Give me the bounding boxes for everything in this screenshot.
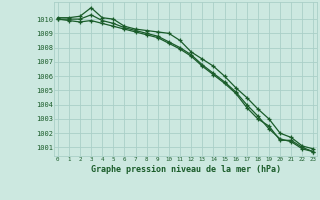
X-axis label: Graphe pression niveau de la mer (hPa): Graphe pression niveau de la mer (hPa): [91, 165, 281, 174]
